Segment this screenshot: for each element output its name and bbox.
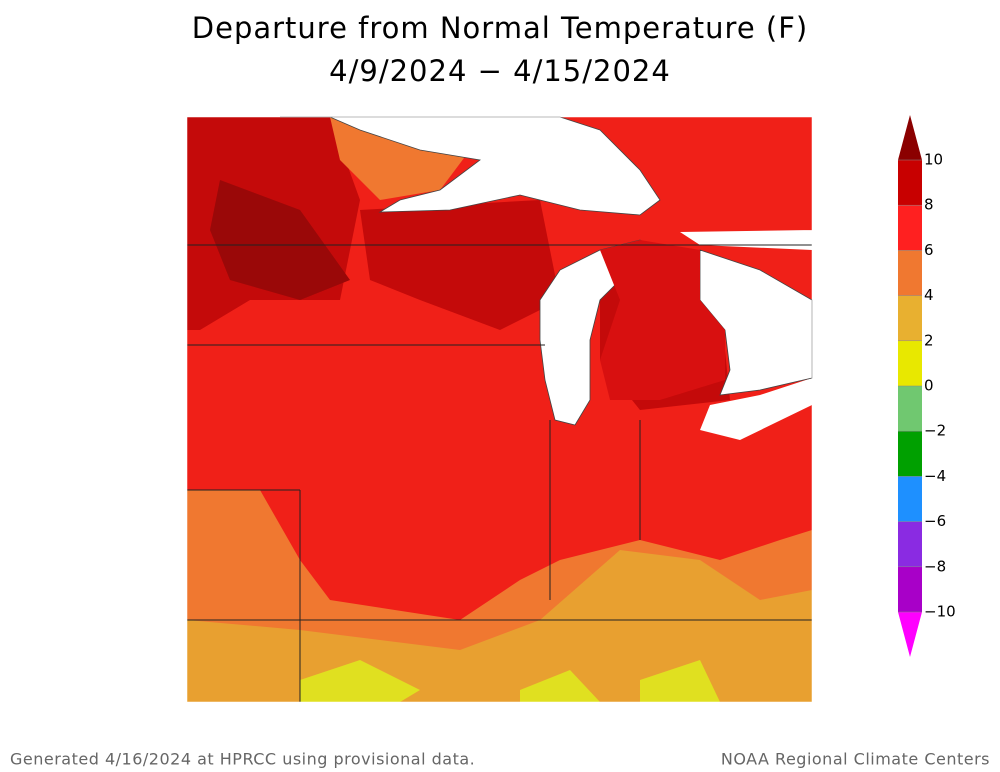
colorbar-segment xyxy=(898,521,922,567)
region xyxy=(187,550,812,702)
colorbar-tick-label: −10 xyxy=(924,603,956,621)
state-border xyxy=(187,244,812,702)
colorbar-tick-label: −4 xyxy=(924,467,946,485)
colorbar-tick-label: −6 xyxy=(924,512,946,530)
colorbar-end xyxy=(898,612,922,657)
colorbar-segment xyxy=(898,160,922,206)
colorbar-segment xyxy=(898,250,922,296)
colorbar-tick-label: 2 xyxy=(924,331,934,349)
colorbar: 10 8 6 4 2 0 −2 −4 −6 −8 −10 xyxy=(898,115,956,657)
map-frame xyxy=(186,116,813,703)
colorbar-tick-label: 6 xyxy=(924,241,934,259)
colorbar-tick-label: 8 xyxy=(924,196,934,214)
colorbar-segment xyxy=(898,566,922,612)
region xyxy=(360,200,560,330)
colorbar-segment xyxy=(898,431,922,477)
colorbar-segment xyxy=(898,386,922,432)
region xyxy=(330,117,470,200)
title-line: Departure from Normal Temperature (F) xyxy=(192,11,808,45)
colorbar-segment xyxy=(898,476,922,522)
region xyxy=(210,180,350,300)
colorbar-tick-label: 4 xyxy=(924,286,934,304)
colorbar-tick-label: 0 xyxy=(924,377,934,395)
region xyxy=(300,660,720,702)
colorbar-segment xyxy=(898,340,922,386)
footer-right: NOAA Regional Climate Centers xyxy=(721,750,990,769)
colorbar-tick-label: −2 xyxy=(924,422,946,440)
colorbar-segment xyxy=(898,295,922,341)
colorbar-tick-label: −8 xyxy=(924,557,946,575)
footer-left: Generated 4/16/2024 at HPRCC using provi… xyxy=(10,750,475,769)
lake-superior xyxy=(280,116,661,216)
lower-michigan xyxy=(600,240,725,400)
colorbar-tick-label: 10 xyxy=(924,151,943,169)
colorbar-end xyxy=(898,115,922,160)
map xyxy=(186,116,813,703)
lake-area xyxy=(560,117,812,440)
colorbar-segment xyxy=(898,205,922,251)
title-line: 4/9/2024 − 4/15/2024 xyxy=(329,54,671,88)
